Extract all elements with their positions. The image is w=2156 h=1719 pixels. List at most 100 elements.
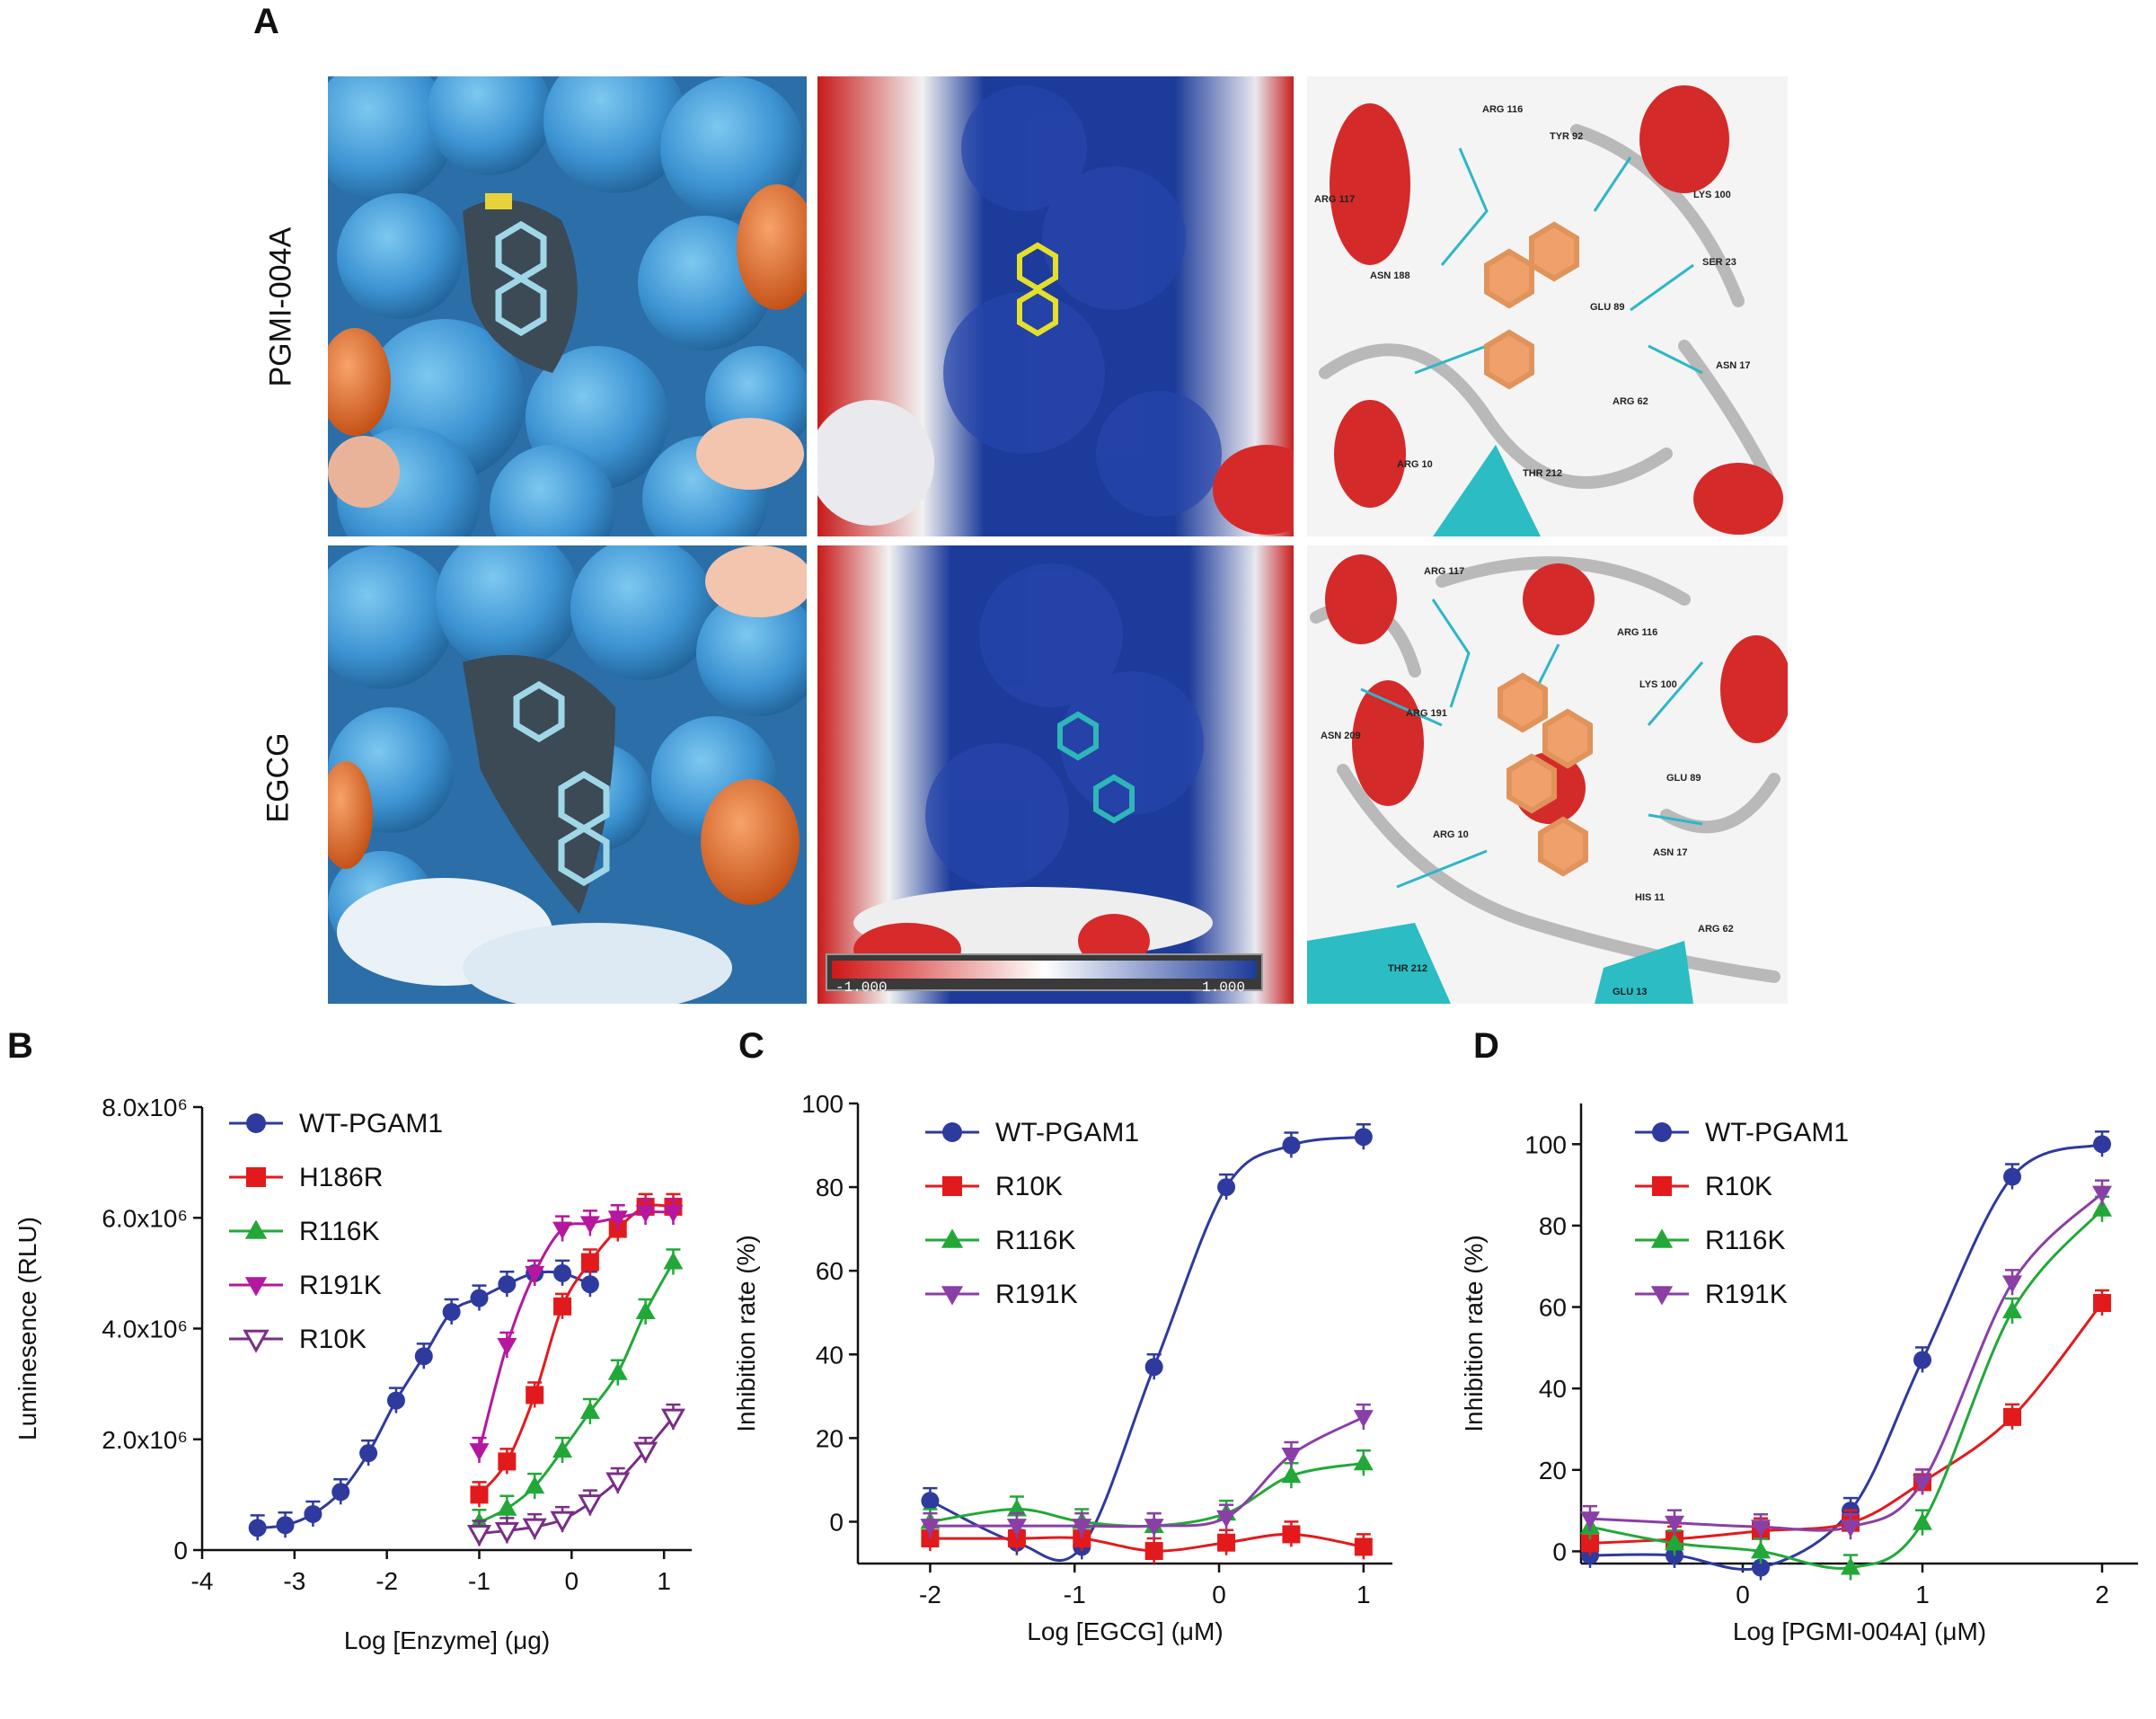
data-point [1144,1358,1163,1377]
data-point [466,1525,492,1547]
y-tick-label: 100 [1524,1130,1567,1158]
y-tick-label: 0 [1552,1537,1567,1565]
data-point [497,1337,517,1356]
y-tick-label: 0 [829,1508,844,1536]
residue-label: GLU 13 [1613,987,1648,997]
residue-label: ARG 116 [1482,104,1523,115]
x-tick-label: 1 [1915,1581,1930,1608]
data-point [605,1472,631,1494]
data-point [526,1386,544,1404]
data-point [2092,1199,2112,1217]
legend-marker [941,1286,964,1306]
residue-label: THR 212 [1388,963,1427,974]
data-point [553,1297,572,1316]
data-point [920,1519,941,1537]
residue-label: ARG 117 [1424,566,1464,577]
residue-label: ARG 116 [1617,627,1657,638]
legend-marker [1650,1286,1674,1306]
data-point [1282,1136,1301,1155]
chart-c-svg: 0 20 40 60 80 100 -2 -1 0 1 Log [EGCG] (μM) Inhibit… [732,1090,1392,1645]
data-point [1751,1520,1771,1537]
data-point [1353,1410,1374,1428]
data-point [635,1301,656,1320]
data-point [1580,1511,1600,1529]
x-tick-label: -3 [283,1567,305,1595]
residue-label: TYR 92 [1550,131,1583,142]
legend-label: H186R [299,1163,383,1192]
data-point [552,1221,573,1240]
residue-label: ASN 188 [1370,270,1410,281]
legend-label: R191K [299,1271,382,1300]
data-point [470,1485,489,1504]
residue-label: LYS 100 [1639,679,1677,690]
data-point [522,1518,547,1540]
colorbar-max-label: 1.000 [1202,979,1245,996]
residue-label: ARG 62 [1698,924,1734,935]
y-tick-label: 8.0x10⁶ [102,1094,188,1121]
data-point [1353,1452,1374,1471]
data-point [607,1362,628,1380]
data-point [276,1516,295,1535]
residue-label: ARG 10 [1433,829,1469,840]
panel-letter-c: C [738,1026,764,1066]
data-point [663,1205,684,1223]
docking-pose-pgmi: ARG 116 TYR 92 ARG 117 LYS 100 SER 23 AS… [1307,76,1788,536]
legend-label: R191K [995,1280,1078,1309]
chart-d-svg: 0 20 40 60 80 100 0 1 2 Log [PGMI-004A] (μM) Inhib… [1460,1103,2138,1645]
x-axis-label: Log [PGMI-004A] (μM) [1733,1617,1986,1645]
data-point [578,1494,603,1517]
x-tick-label: -1 [468,1567,490,1595]
x-tick-label: 0 [1736,1581,1750,1608]
data-point [580,1275,599,1294]
data-point [525,1265,545,1284]
chart-b-svg: 0 2.0x10⁶ 4.0x10⁶ 6.0x10⁶ 8.0x10⁶ -4 -3 -2 -1 0 1 L… [13,1094,692,1654]
legend-marker [942,1122,962,1142]
surface-electrostatic-pgmi [817,76,1294,536]
data-point [1144,1542,1163,1561]
data-point [635,1205,656,1223]
data-point [1282,1525,1301,1544]
legend-marker [942,1176,962,1196]
data-point [2093,1294,2111,1313]
data-point [579,1401,600,1419]
chart-d: 0 20 40 60 80 100 0 1 2 Log [PGMI-004A] (μM) Inhib… [1455,1060,2156,1707]
data-point [1072,1519,1092,1537]
data-point [1217,1533,1236,1552]
data-point [442,1303,461,1322]
data-point [553,1263,572,1282]
residue-label: ASN 209 [1321,731,1361,741]
data-point [663,1252,684,1270]
row-label-egcg: EGCG [261,732,296,823]
y-tick-label: 80 [816,1174,844,1201]
legend-label: R10K [1705,1172,1772,1201]
y-tick-label: 2.0x10⁶ [102,1426,188,1454]
data-point [414,1347,433,1366]
data-point [552,1440,573,1458]
data-point [1913,1475,1932,1493]
legend-marker [1652,1122,1672,1142]
surface-hydrophobic-egcg [328,545,807,1004]
data-point [1006,1498,1027,1517]
data-point [1913,1512,1932,1530]
y-tick-label: 0 [173,1537,188,1564]
legend-label: WT-PGAM1 [995,1118,1139,1147]
y-tick-label: 100 [801,1090,844,1118]
data-point [331,1483,350,1502]
docking-pose-egcg: ARG 117 ARG 116 LYS 100 ARG 191 ASN 209 … [1307,545,1788,1004]
residue-label: LYS 100 [1693,190,1731,200]
legend-marker [1650,1228,1674,1248]
data-point [1581,1534,1599,1553]
x-tick-label: 1 [1356,1581,1371,1608]
residue-label: ASN 17 [1653,847,1688,858]
y-axis-label: Inhibition rate (%) [732,1235,760,1431]
data-point [580,1253,599,1272]
data-point [1752,1558,1770,1577]
data-point [579,1216,600,1234]
legend-label: R116K [299,1217,380,1246]
x-tick-label: 1 [657,1567,671,1595]
legend-marker [1652,1176,1672,1196]
legend-label: WT-PGAM1 [1705,1118,1849,1147]
data-point [1354,1537,1373,1556]
y-tick-label: 4.0x10⁶ [102,1316,188,1343]
residue-label: ARG 10 [1397,459,1433,470]
